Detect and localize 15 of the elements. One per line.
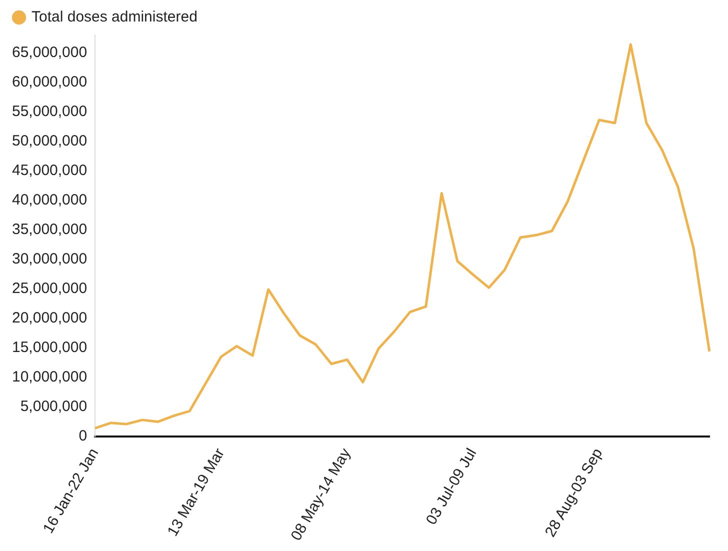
y-tick-label: 45,000,000 xyxy=(12,162,88,179)
y-tick-label: 40,000,000 xyxy=(12,191,88,208)
y-tick-label: 30,000,000 xyxy=(12,250,88,268)
y-tick-label: 35,000,000 xyxy=(12,220,88,238)
y-tick-label: 10,000,000 xyxy=(12,368,88,386)
y-tick-label: 0 xyxy=(78,428,88,445)
legend-label: Total doses administered xyxy=(32,8,198,26)
y-tick-label: 15,000,000 xyxy=(12,339,88,356)
y-tick-label: 65,000,000 xyxy=(12,44,88,61)
y-tick-label: 50,000,000 xyxy=(12,132,88,150)
y-tick-label: 55,000,000 xyxy=(12,102,88,120)
y-tick-label: 5,000,000 xyxy=(20,398,88,416)
y-tick-label: 20,000,000 xyxy=(12,310,88,327)
y-tick-label: 25,000,000 xyxy=(12,280,88,298)
y-tick-label: 60,000,000 xyxy=(12,73,88,90)
